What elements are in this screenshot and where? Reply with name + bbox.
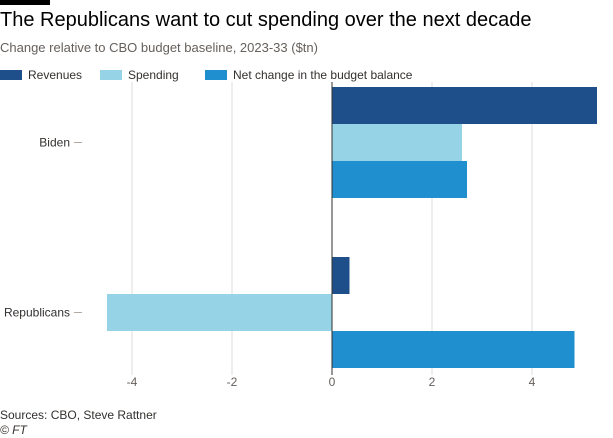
x-tick-label: 2 [429,375,436,389]
credit-note: © FT [0,423,27,437]
legend-swatch-revenues [0,70,22,80]
bar-net-change-in-the-budget-balance [332,161,467,198]
bar-spending [107,294,332,331]
x-tick-label: -4 [127,375,138,389]
x-tick-label: -2 [227,375,238,389]
legend-label-spending: Spending [128,68,179,82]
legend-label-net: Net change in the budget balance [233,68,413,82]
legend-item-spending: Spending [100,68,179,82]
category-label: Biden [39,136,70,150]
bar-revenues [332,257,350,294]
x-tick-label: 4 [529,375,536,389]
legend-label-revenues: Revenues [28,68,83,82]
bars [107,87,597,368]
chart-subtitle: Change relative to CBO budget baseline, … [0,40,318,55]
bar-net-change-in-the-budget-balance [332,331,575,368]
bar-chart: -4 -2 0 2 4 Biden Republicans [4,82,597,389]
axes: -4 -2 0 2 4 Biden Republicans [4,82,536,389]
x-tick-label: 0 [329,375,336,389]
bar-revenues [332,87,597,124]
legend-item-revenues: Revenues [0,68,82,82]
legend-swatch-net [205,70,227,80]
chart-title: The Republicans want to cut spending ove… [0,9,532,31]
legend-swatch-spending [100,70,122,80]
category-label: Republicans [4,306,70,320]
brand-bar [0,0,50,5]
source-note: Sources: CBO, Steve Rattner [0,408,157,422]
legend-item-net: Net change in the budget balance [205,68,412,82]
bar-spending [332,124,462,161]
